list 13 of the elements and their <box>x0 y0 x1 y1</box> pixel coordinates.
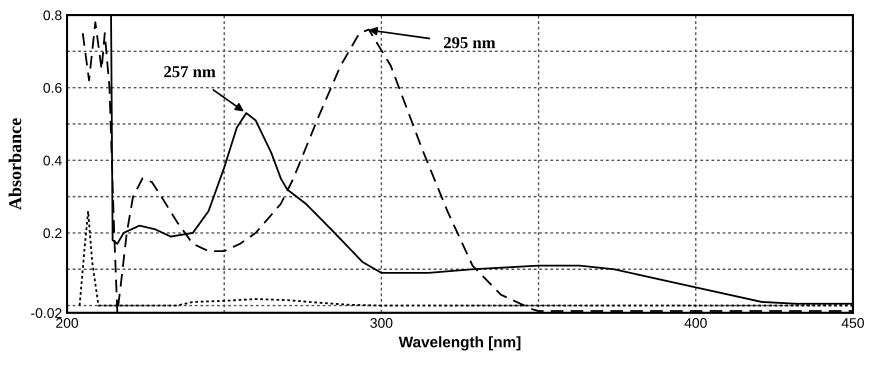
y-tick-label: 0.2 <box>43 228 62 238</box>
x-axis-title: Wavelength [nm] <box>398 336 520 351</box>
y-tick-label: -0.02 <box>31 308 62 318</box>
y-tick-label: 0.6 <box>43 83 62 93</box>
y-tick-label: 0.4 <box>43 156 62 166</box>
annotation: 257 nm <box>164 66 216 78</box>
y-axis-title: Absorbance <box>8 118 22 210</box>
y-tick-label: 0.8 <box>43 10 62 20</box>
x-tick-label: 300 <box>370 318 392 328</box>
x-tick-label: 200 <box>56 318 78 328</box>
annotation: 295 nm <box>444 37 496 48</box>
x-tick-label: 400 <box>684 318 707 328</box>
x-tick-label: 450 <box>842 318 864 328</box>
